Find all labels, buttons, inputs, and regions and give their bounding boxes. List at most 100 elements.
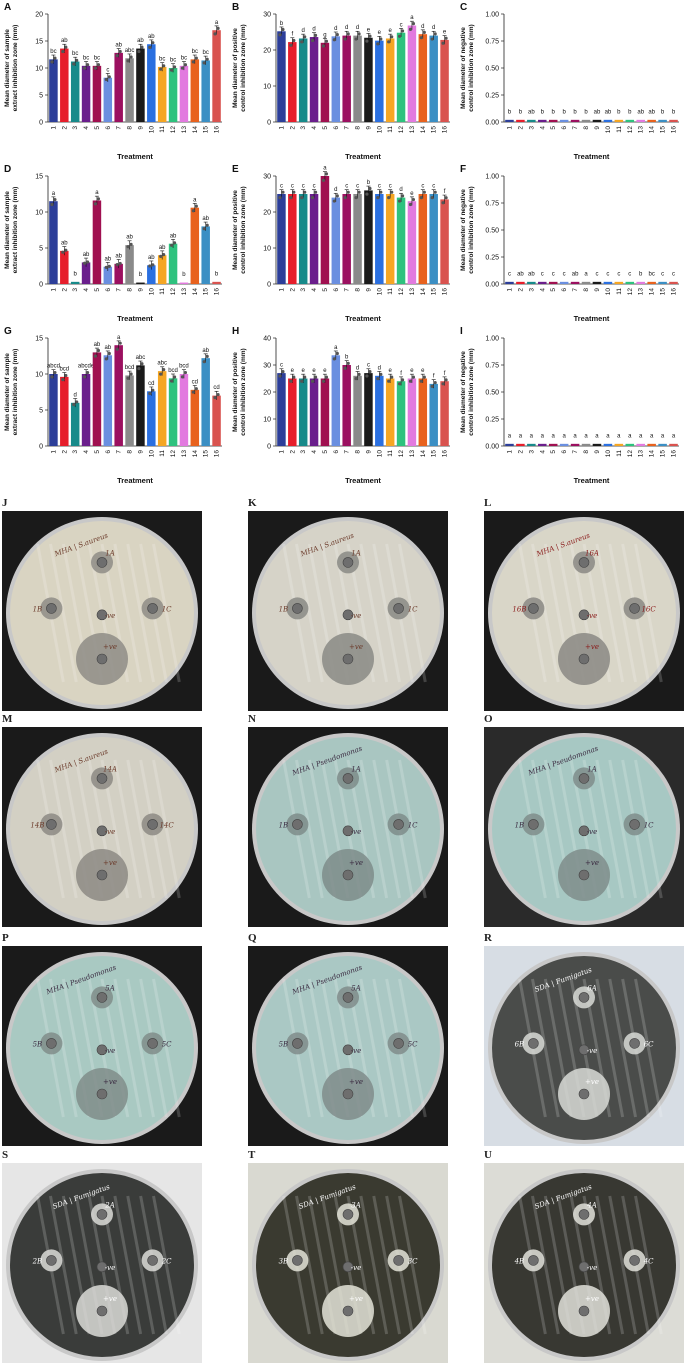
well — [629, 603, 640, 614]
well-label: 2B — [32, 1257, 43, 1265]
data-point — [419, 36, 423, 40]
well — [342, 992, 354, 1003]
well — [528, 1255, 539, 1266]
x-tick-label: 16 — [671, 126, 678, 134]
x-axis-label: Treatment — [345, 314, 381, 323]
panel-letter: A — [4, 2, 11, 13]
significance-letter: d — [345, 25, 348, 31]
bar-11 — [385, 194, 395, 284]
y-tick-label: 15 — [35, 174, 43, 181]
x-tick-label: 12 — [170, 288, 177, 296]
well-label: +ve — [585, 1295, 599, 1303]
streak-line — [113, 543, 143, 683]
data-point — [137, 366, 141, 371]
data-point — [115, 347, 119, 351]
data-point — [281, 370, 285, 374]
x-tick-label: 2 — [289, 450, 296, 454]
x-tick-label: 3 — [300, 126, 307, 130]
x-tick-label: 7 — [572, 126, 579, 130]
y-tick-label: 30 — [263, 174, 271, 181]
x-tick-label: 7 — [344, 288, 351, 292]
x-tick-label: 11 — [387, 126, 394, 133]
bar-8 — [125, 58, 134, 122]
data-point — [324, 375, 329, 379]
x-tick-label: 11 — [387, 288, 394, 295]
significance-letter: bc — [72, 51, 78, 57]
significance-letter: c — [280, 363, 283, 369]
significance-letter: d — [356, 365, 359, 371]
x-tick-label: 8 — [583, 288, 590, 292]
data-point — [303, 190, 307, 194]
well-label: -ve — [105, 828, 115, 836]
streak-line — [634, 1195, 663, 1335]
well-label: -ve — [351, 612, 361, 620]
bar-16 — [440, 381, 449, 446]
y-tick-label: 0 — [39, 444, 43, 451]
y-axis-label: control inhibition zone (mm) — [468, 348, 475, 435]
streak-line — [295, 759, 324, 899]
bar-8 — [581, 119, 591, 122]
panel-letter: C — [460, 2, 467, 13]
x-tick-label: 14 — [420, 450, 427, 458]
x-tick-label: 1 — [506, 126, 513, 130]
bar-2 — [60, 376, 69, 446]
well-label: 1C — [408, 821, 418, 829]
bar-9 — [364, 373, 373, 446]
data-point — [278, 33, 282, 37]
significance-letter: a — [552, 433, 556, 439]
bar-8 — [353, 194, 362, 284]
bar-1 — [505, 119, 514, 122]
x-tick-label: 11 — [159, 450, 166, 457]
data-point — [397, 34, 402, 38]
bar-5 — [92, 200, 102, 284]
data-point — [411, 21, 416, 26]
data-point — [216, 392, 220, 397]
chart-F-svg: F 0.00 0.25 0.50 0.75 1.00 Mean diameter of ne… — [460, 164, 679, 323]
chart-panel-B: B 0 10 20 30 Mean diameter of positive control… — [228, 0, 456, 162]
streak-line — [398, 543, 427, 683]
significance-letter: ab — [170, 233, 177, 239]
significance-letter: a — [193, 197, 197, 203]
well — [393, 819, 404, 830]
bar-1 — [277, 373, 286, 446]
data-point — [148, 45, 152, 49]
x-tick-label: 8 — [127, 126, 134, 130]
streak-line — [359, 543, 389, 683]
data-point — [75, 58, 79, 62]
significance-letter: a — [650, 433, 654, 439]
data-point — [422, 375, 426, 379]
bar-2 — [516, 281, 525, 284]
significance-letter: c — [508, 271, 511, 277]
bar-2 — [60, 48, 69, 123]
significance-letter: b — [617, 109, 621, 115]
x-tick-label: 3 — [528, 126, 535, 130]
significance-letter: b — [552, 109, 556, 115]
significance-letter: bcd — [179, 364, 189, 370]
x-tick-label: 15 — [431, 450, 438, 458]
data-point — [390, 375, 394, 379]
significance-letter: a — [508, 433, 512, 439]
x-tick-label: 13 — [638, 450, 645, 458]
x-tick-label: 14 — [192, 288, 199, 296]
bar-12 — [168, 243, 178, 284]
streak-line — [608, 543, 637, 683]
significance-letter: b — [562, 109, 566, 115]
significance-letter: abcd — [47, 364, 60, 370]
bar-12 — [168, 378, 178, 446]
bar-9 — [364, 190, 373, 284]
streak-line — [49, 543, 78, 683]
x-tick-label: 1 — [506, 450, 513, 454]
bar-15 — [658, 119, 667, 122]
x-tick-label: 10 — [376, 288, 383, 296]
well-label: 4A — [586, 1201, 597, 1209]
significance-letter: a — [639, 433, 643, 439]
bar-9 — [136, 365, 145, 446]
plate-panel-letter: N — [248, 713, 256, 725]
bar-5 — [548, 119, 558, 122]
significance-letter: cd — [213, 385, 219, 391]
data-point — [300, 379, 304, 383]
data-point — [343, 196, 347, 200]
x-tick-label: 4 — [83, 288, 90, 292]
bar-15 — [201, 60, 210, 122]
well-label: -ve — [351, 1264, 361, 1272]
